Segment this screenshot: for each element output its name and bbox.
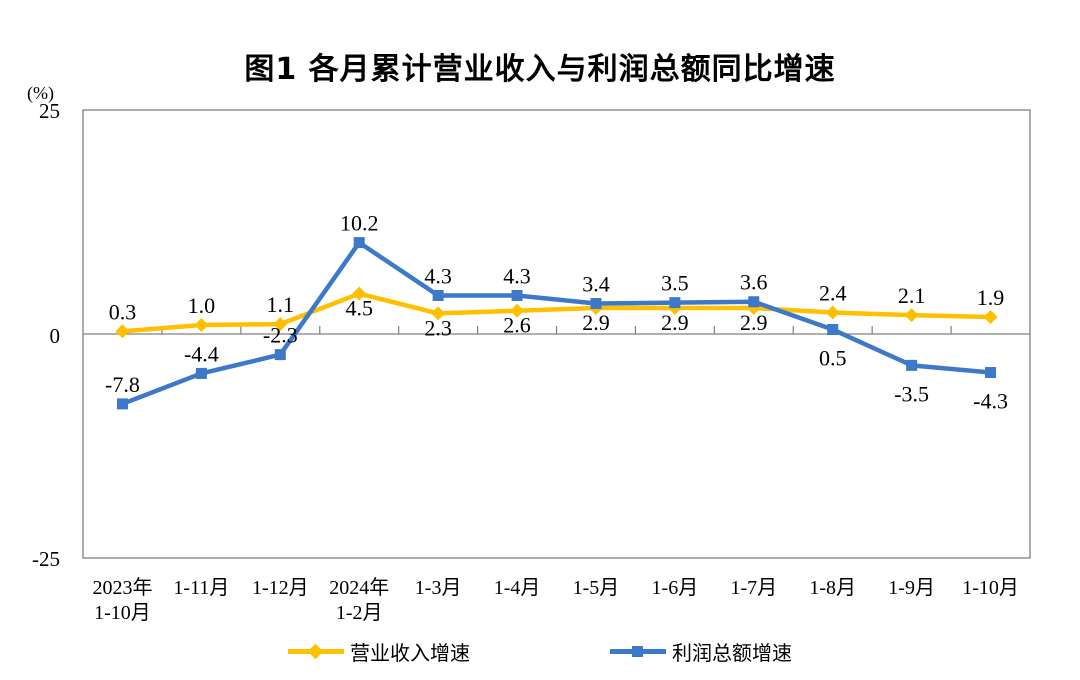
x-axis-label: 1-6月 [652, 577, 699, 599]
data-point-marker [985, 367, 997, 379]
x-axis-label: 1-4月 [494, 577, 541, 599]
legend-label-profit: 利润总额增速 [672, 643, 792, 665]
data-point-marker [352, 286, 367, 301]
data-point-marker [983, 309, 998, 324]
data-point-label: 3.5 [661, 271, 689, 296]
data-point-label: -3.5 [894, 381, 929, 406]
data-point-marker [273, 317, 288, 332]
data-point-marker [116, 398, 128, 410]
data-point-label: 2.6 [503, 313, 531, 338]
legend-item-revenue: 营业收入增速 [288, 637, 470, 666]
data-point-label: 10.2 [340, 211, 379, 236]
data-point-marker [432, 289, 444, 301]
legend: 营业收入增速 利润总额增速 [0, 637, 1080, 666]
x-axis-label: 1-3月 [415, 577, 462, 599]
data-point-marker [906, 359, 918, 371]
x-axis-label: 1-9月 [888, 577, 935, 599]
data-point-label: 1.9 [977, 285, 1005, 310]
x-axis-label: 1-10月 [962, 577, 1019, 599]
y-axis-tick-label-25: 25 [39, 99, 60, 123]
square-marker-icon [632, 646, 643, 657]
data-point-label: 2.1 [898, 283, 926, 308]
data-point-marker [195, 367, 207, 379]
x-axis-label: 1-12月 [252, 577, 309, 599]
data-point-label: -2.3 [263, 323, 298, 348]
profit-line [121, 240, 991, 406]
data-point-label: 2.9 [740, 310, 768, 335]
profit-series-swatch [610, 646, 666, 657]
data-point-label: -4.4 [184, 341, 219, 366]
data-point-label: 4.5 [345, 296, 373, 321]
data-point-marker [115, 324, 130, 339]
data-point-marker [353, 237, 365, 249]
x-axis-label: 1-7月 [730, 577, 777, 599]
data-point-marker [274, 349, 286, 361]
chart-title: 图1 各月累计营业收入与利润总额同比增速 [244, 52, 836, 87]
data-point-marker [825, 305, 840, 320]
data-point-label: 2.9 [582, 310, 610, 335]
data-point-label: 0.3 [109, 299, 137, 324]
data-point-label: -4.3 [973, 389, 1008, 414]
revenue-line [122, 291, 991, 334]
data-point-label: 3.4 [582, 272, 610, 297]
data-point-label: 2.9 [661, 310, 689, 335]
data-point-marker [669, 297, 681, 309]
data-point-label: 0.5 [819, 346, 847, 371]
diamond-marker-icon [307, 643, 324, 660]
data-point-marker [431, 306, 446, 321]
x-axis-label: 2024年 1-2月 [329, 576, 389, 624]
legend-item-profit: 利润总额增速 [610, 637, 792, 666]
revenue-series-swatch [288, 643, 344, 660]
data-point-marker [194, 318, 209, 333]
data-point-label: 3.6 [740, 270, 768, 295]
data-point-label: 4.3 [424, 263, 452, 288]
x-axis-label: 2023年 1-10月 [92, 576, 152, 624]
data-point-marker [904, 308, 919, 323]
data-point-label: 2.3 [424, 315, 452, 340]
data-point-label: 1.0 [188, 293, 216, 318]
y-axis-unit-label: (%) [27, 83, 54, 103]
data-point-marker [748, 296, 760, 308]
data-point-marker [511, 289, 523, 301]
data-point-label: 1.1 [267, 292, 295, 317]
legend-label-revenue: 营业收入增速 [350, 643, 470, 665]
x-axis-label: 1-8月 [809, 577, 856, 599]
y-axis-tick-label-0: 0 [49, 324, 61, 348]
data-point-marker [590, 298, 602, 310]
data-point-label: 4.3 [503, 263, 531, 288]
y-axis-tick-label-minus25: -25 [32, 547, 60, 571]
x-axis-label: 1-5月 [573, 577, 620, 599]
x-axis-label: 1-11月 [173, 577, 229, 599]
data-point-label: -7.8 [105, 372, 140, 397]
data-point-label: 2.4 [819, 280, 847, 305]
data-point-marker [510, 303, 525, 318]
data-point-marker [827, 324, 839, 336]
